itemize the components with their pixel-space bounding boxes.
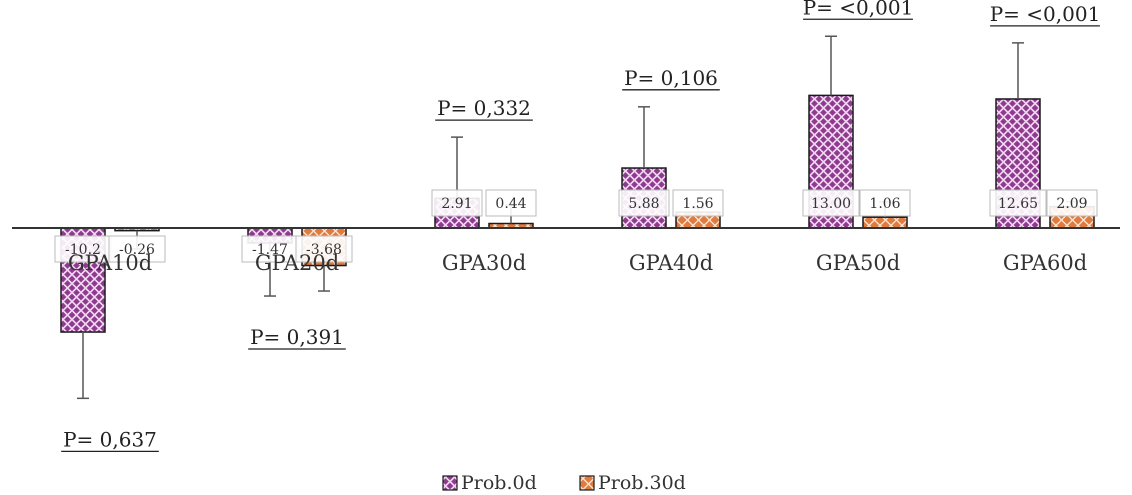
svg-text:P= <0,001: P= <0,001 xyxy=(803,0,914,19)
svg-text:5.88: 5.88 xyxy=(628,196,659,212)
p-value-gpa20d: P= 0,391 xyxy=(248,325,346,350)
svg-text:P= <0,001: P= <0,001 xyxy=(990,2,1101,26)
data-label-gpa10d-series-1: -10.2 xyxy=(54,235,112,263)
data-label-gpa30d-series-2: 0.44 xyxy=(485,189,537,217)
error-bar-gpa60d-series-1 xyxy=(1012,42,1024,99)
svg-text:0.44: 0.44 xyxy=(495,196,526,212)
svg-text:P= 0,391: P= 0,391 xyxy=(250,325,344,349)
data-label-gpa50d-series-2: 1.06 xyxy=(859,189,911,217)
legend-label: Prob.30d xyxy=(598,472,686,494)
data-label-gpa60d-series-2: 2.09 xyxy=(1046,189,1098,217)
p-value-gpa50d: P= <0,001 xyxy=(803,0,914,20)
p-value-gpa40d: P= 0,106 xyxy=(622,66,720,91)
svg-text:1.56: 1.56 xyxy=(682,196,713,212)
category-label-gpa40d: GPA40d xyxy=(629,251,713,275)
svg-text:12.65: 12.65 xyxy=(998,196,1038,212)
p-value-gpa10d: P= 0,637 xyxy=(61,427,159,452)
category-label-gpa50d: GPA50d xyxy=(816,251,900,275)
data-label-gpa60d-series-1: 12.65 xyxy=(989,189,1047,217)
error-bar-gpa20d-series-2 xyxy=(318,265,330,292)
data-label-gpa40d-series-1: 5.88 xyxy=(618,189,670,217)
svg-text:-1.47: -1.47 xyxy=(252,242,288,258)
category-label-gpa20d: GPA20d xyxy=(255,251,339,275)
data-label-gpa40d-series-2: 1.56 xyxy=(672,189,724,217)
svg-text:-0.26: -0.26 xyxy=(119,242,155,258)
svg-text:-10.2: -10.2 xyxy=(65,242,101,258)
svg-text:2.09: 2.09 xyxy=(1056,196,1087,212)
bar-gpa50d-series-2 xyxy=(862,216,908,229)
legend: Prob.0d Prob.30d xyxy=(442,472,686,494)
svg-text:P= 0,332: P= 0,332 xyxy=(437,96,531,120)
data-label-gpa20d-series-1: -1.47 xyxy=(241,235,299,263)
legend-swatch xyxy=(442,475,458,491)
svg-text:13.00: 13.00 xyxy=(811,196,851,212)
svg-text:-3.68: -3.68 xyxy=(306,242,342,258)
legend-label: Prob.0d xyxy=(461,472,537,494)
error-bar-gpa50d-series-1 xyxy=(825,35,837,96)
data-label-gpa10d-series-2: -0.26 xyxy=(108,235,166,263)
p-value-gpa30d: P= 0,332 xyxy=(435,96,533,121)
data-label-gpa20d-series-2: -3.68 xyxy=(295,235,353,263)
legend-item-prob-0d: Prob.0d xyxy=(442,472,537,494)
category-label-gpa60d: GPA60d xyxy=(1003,251,1087,275)
error-bar-gpa10d-series-1 xyxy=(77,332,89,400)
error-bar-gpa40d-series-1 xyxy=(638,106,650,169)
data-label-gpa50d-series-1: 13.00 xyxy=(802,189,860,217)
legend-swatch xyxy=(579,475,595,491)
legend-item-prob-30d: Prob.30d xyxy=(579,472,686,494)
error-bar-gpa30d-series-1 xyxy=(451,136,463,199)
svg-text:P= 0,637: P= 0,637 xyxy=(63,427,157,451)
category-label-gpa30d: GPA30d xyxy=(442,251,526,275)
svg-text:1.06: 1.06 xyxy=(869,196,900,212)
svg-text:2.91: 2.91 xyxy=(441,196,472,212)
bars-layer xyxy=(60,35,1095,400)
svg-text:P= 0,106: P= 0,106 xyxy=(624,66,718,90)
p-value-gpa60d: P= <0,001 xyxy=(990,2,1101,27)
category-label-gpa10d: GPA10d xyxy=(68,251,152,275)
data-label-gpa30d-series-1: 2.91 xyxy=(431,189,483,217)
